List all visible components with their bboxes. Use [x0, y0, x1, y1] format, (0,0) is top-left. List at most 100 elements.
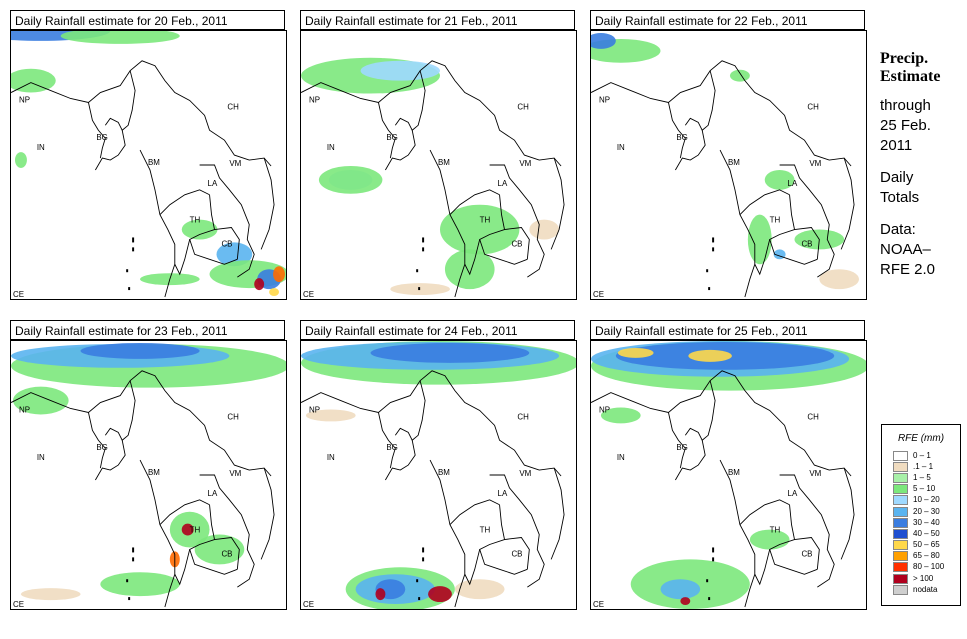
- country-border: [385, 440, 416, 481]
- rainfall-map: NP CH IN BG BM VM LA TH CB CE: [300, 30, 577, 300]
- panel-title: Daily Rainfall estimate for 20 Feb., 201…: [10, 10, 285, 30]
- country-label: IN: [617, 453, 625, 462]
- country-label: CH: [517, 102, 529, 111]
- country-label: BM: [148, 468, 160, 477]
- country-border: [95, 130, 126, 171]
- country-label: CH: [227, 412, 239, 421]
- legend-item: 65 – 80: [882, 551, 960, 562]
- legend-item: 1 – 5: [882, 472, 960, 483]
- country-label: BM: [438, 158, 450, 167]
- country-border: [104, 380, 136, 441]
- caption-totals: Totals: [880, 189, 920, 206]
- country-border: [394, 70, 426, 131]
- country-border: [739, 189, 790, 215]
- country-border: [199, 474, 255, 588]
- country-border: [11, 60, 272, 167]
- rainfall-area: [20, 588, 81, 601]
- country-label: CE: [13, 600, 24, 609]
- legend-item: 0 – 1: [882, 450, 960, 461]
- rainfall-area: [819, 269, 860, 290]
- country-label: LA: [208, 489, 218, 498]
- country-border: [464, 549, 481, 586]
- island: [422, 557, 425, 562]
- legend-swatch: [893, 517, 908, 528]
- rainfall-area: [660, 579, 701, 600]
- country-label: TH: [480, 216, 491, 225]
- map-panel: Daily Rainfall estimate for 21 Feb., 201…: [300, 10, 577, 300]
- country-border: [95, 440, 126, 481]
- country-border: [464, 239, 481, 276]
- country-border: [301, 60, 562, 167]
- country-border: [139, 459, 176, 608]
- island: [132, 557, 135, 562]
- caption-date: 25 Feb.: [880, 117, 931, 134]
- rainfall-area: [14, 152, 27, 168]
- country-label: BG: [96, 133, 107, 142]
- country-label: CE: [303, 290, 314, 299]
- panel-title: Daily Rainfall estimate for 25 Feb., 201…: [590, 320, 865, 340]
- country-border: [104, 70, 136, 131]
- legend-label: 80 – 100: [913, 562, 945, 572]
- country-label: BM: [728, 158, 740, 167]
- rainfall-area: [444, 249, 495, 290]
- map-canvas: NP CH IN BG BM VM LA TH CB CE: [11, 342, 286, 609]
- rainfall-area: [747, 214, 772, 265]
- rainfall-area: [305, 409, 356, 422]
- rainfall-area: [600, 407, 641, 424]
- country-border: [719, 459, 756, 608]
- country-border: [159, 189, 210, 215]
- country-label: CH: [517, 412, 529, 421]
- rainfall-area: [80, 342, 200, 359]
- country-border: [668, 102, 686, 159]
- rainfall-area: [254, 278, 265, 291]
- legend-swatch: [893, 528, 908, 539]
- country-label: VM: [519, 159, 531, 168]
- country-label: IN: [327, 143, 335, 152]
- island: [132, 247, 135, 252]
- legend-swatch: [893, 540, 908, 551]
- legend-item: 20 – 30: [882, 506, 960, 517]
- country-label: CE: [593, 290, 604, 299]
- country-label: NP: [19, 405, 30, 414]
- island: [418, 597, 421, 601]
- map-canvas: NP CH IN BG BM VM LA TH CB CE: [301, 341, 576, 609]
- map-panel: Daily Rainfall estimate for 23 Feb., 201…: [10, 320, 287, 610]
- country-border: [550, 157, 565, 250]
- legend-label: 10 – 20: [913, 495, 940, 505]
- island: [708, 287, 711, 291]
- country-border: [139, 149, 176, 298]
- country-label: NP: [309, 405, 320, 414]
- caption-through: through: [880, 97, 931, 114]
- island: [422, 247, 425, 252]
- legend-item: 80 – 100: [882, 562, 960, 573]
- legend-swatch: [893, 461, 908, 472]
- country-label: LA: [498, 489, 508, 498]
- country-border: [668, 412, 686, 469]
- country-label: BM: [728, 468, 740, 477]
- caption-year: 2011: [880, 137, 913, 154]
- legend-swatch: [893, 506, 908, 517]
- country-label: BG: [676, 133, 687, 142]
- legend-item: 10 – 20: [882, 495, 960, 506]
- island: [126, 269, 129, 273]
- country-border: [260, 157, 275, 250]
- country-label: CB: [801, 239, 812, 248]
- map-canvas: NP CH IN BG BM VM LA TH CB CE: [591, 32, 860, 299]
- island: [712, 547, 715, 553]
- legend-label: nodata: [913, 584, 938, 594]
- country-label: TH: [480, 526, 491, 535]
- side-caption: Precip. Estimate through 25 Feb. 2011 Da…: [880, 50, 965, 280]
- panel-title: Daily Rainfall estimate for 24 Feb., 201…: [300, 320, 575, 340]
- country-label: CE: [303, 600, 314, 609]
- island: [416, 579, 419, 583]
- rainfall-area: [591, 32, 616, 49]
- map-panel: Daily Rainfall estimate for 20 Feb., 201…: [10, 10, 287, 300]
- country-label: CB: [511, 549, 522, 558]
- panel-title: Daily Rainfall estimate for 22 Feb., 201…: [590, 10, 865, 30]
- country-border: [794, 537, 820, 570]
- country-border: [88, 412, 106, 469]
- country-border: [779, 474, 835, 588]
- country-border: [479, 504, 528, 575]
